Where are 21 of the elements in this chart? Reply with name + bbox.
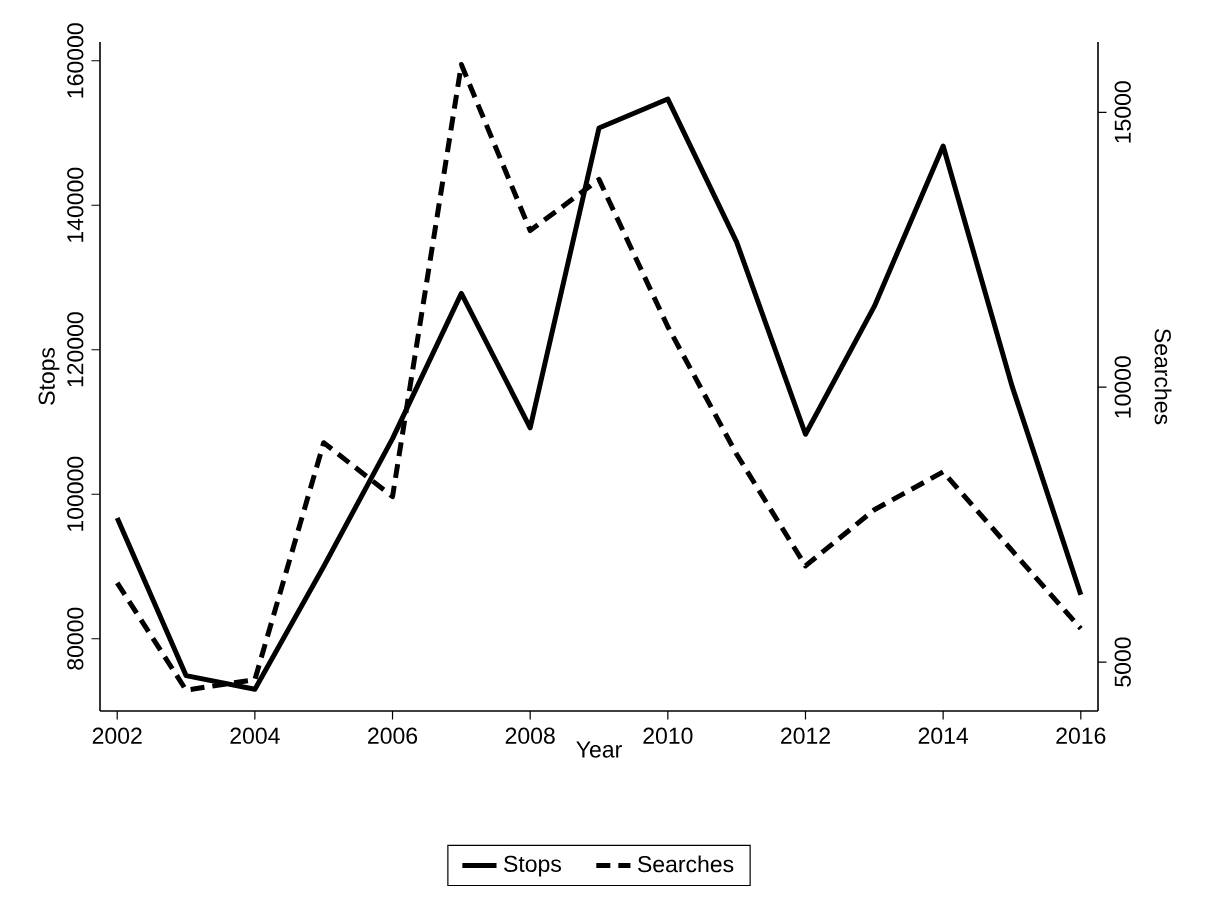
y2-tick-label: 5000	[1114, 637, 1131, 687]
x-tick-label: 2016	[1056, 727, 1106, 744]
y-tick-label: 140000	[67, 167, 84, 242]
y-tick-label: 100000	[67, 456, 84, 531]
legend-label: Stops	[504, 855, 561, 877]
x-tick-label: 2008	[505, 727, 555, 744]
y-tick-label: 80000	[67, 607, 84, 670]
y2-tick-label: 15000	[1114, 81, 1131, 143]
y2-tick-label: 10000	[1114, 356, 1131, 418]
x-tick-label: 2012	[781, 727, 830, 744]
y-tick-label: 120000	[67, 312, 84, 387]
y-tick-label: 160000	[67, 23, 84, 98]
x-tick-label: 2006	[368, 727, 418, 744]
x-tick-label: 2004	[230, 727, 280, 744]
x-tick-label: 2014	[918, 727, 969, 744]
x-tick-label: 2010	[643, 727, 693, 744]
x-tick-label: 2002	[92, 727, 142, 744]
legend-label: Searches	[638, 855, 734, 873]
y-axis-title: Stops	[38, 347, 60, 405]
x-axis-title: Year	[576, 741, 622, 758]
y2-axis-title: Searches	[1154, 328, 1172, 425]
